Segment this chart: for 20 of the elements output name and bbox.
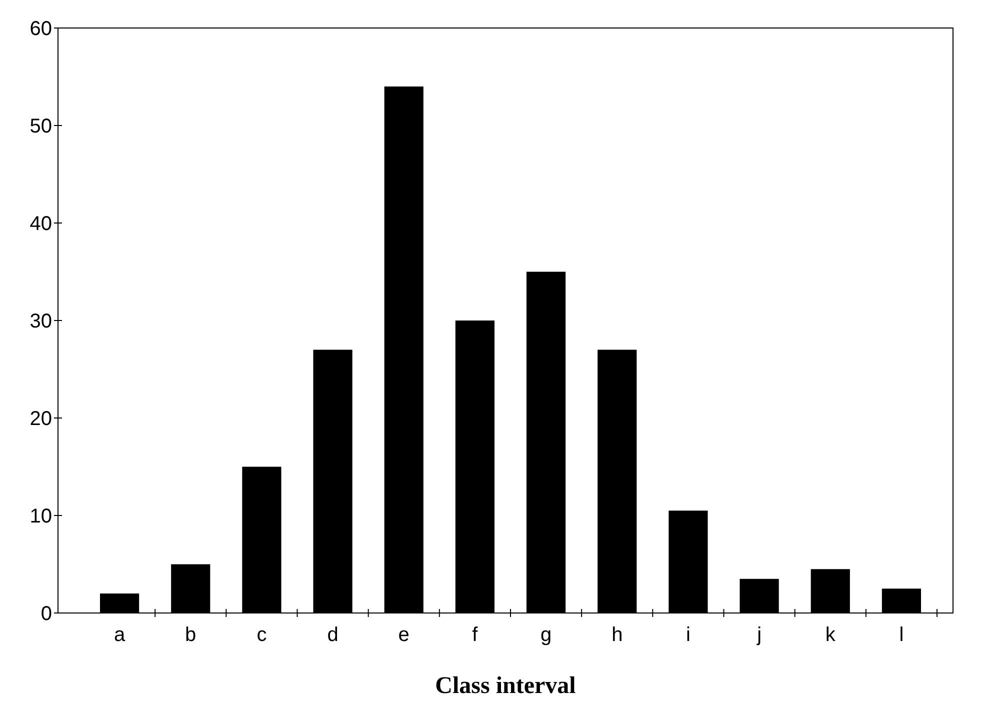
y-tick-label: 20 <box>30 408 52 430</box>
y-tick-label: 40 <box>30 213 52 235</box>
y-tick-label: 50 <box>30 116 52 138</box>
x-tick-label: e <box>398 624 410 646</box>
x-tick-label: i <box>686 624 690 646</box>
y-tick-label: 10 <box>30 506 52 528</box>
x-axis-title: Class interval <box>435 673 576 699</box>
x-tick-label: h <box>612 624 623 646</box>
x-tick-label: g <box>540 624 552 646</box>
x-tick-label: d <box>327 624 338 646</box>
y-tick-label: 30 <box>30 310 52 332</box>
x-tick-label: k <box>825 624 836 646</box>
x-tick-label: c <box>256 624 267 646</box>
x-tick-label: a <box>114 624 126 646</box>
x-tick-label: j <box>756 624 762 646</box>
x-tick-label: l <box>899 624 904 646</box>
y-tick-label: 60 <box>30 18 52 40</box>
x-tick-label: f <box>472 624 478 646</box>
x-tick-label: b <box>185 624 196 646</box>
y-tick-label: 0 <box>40 603 52 625</box>
